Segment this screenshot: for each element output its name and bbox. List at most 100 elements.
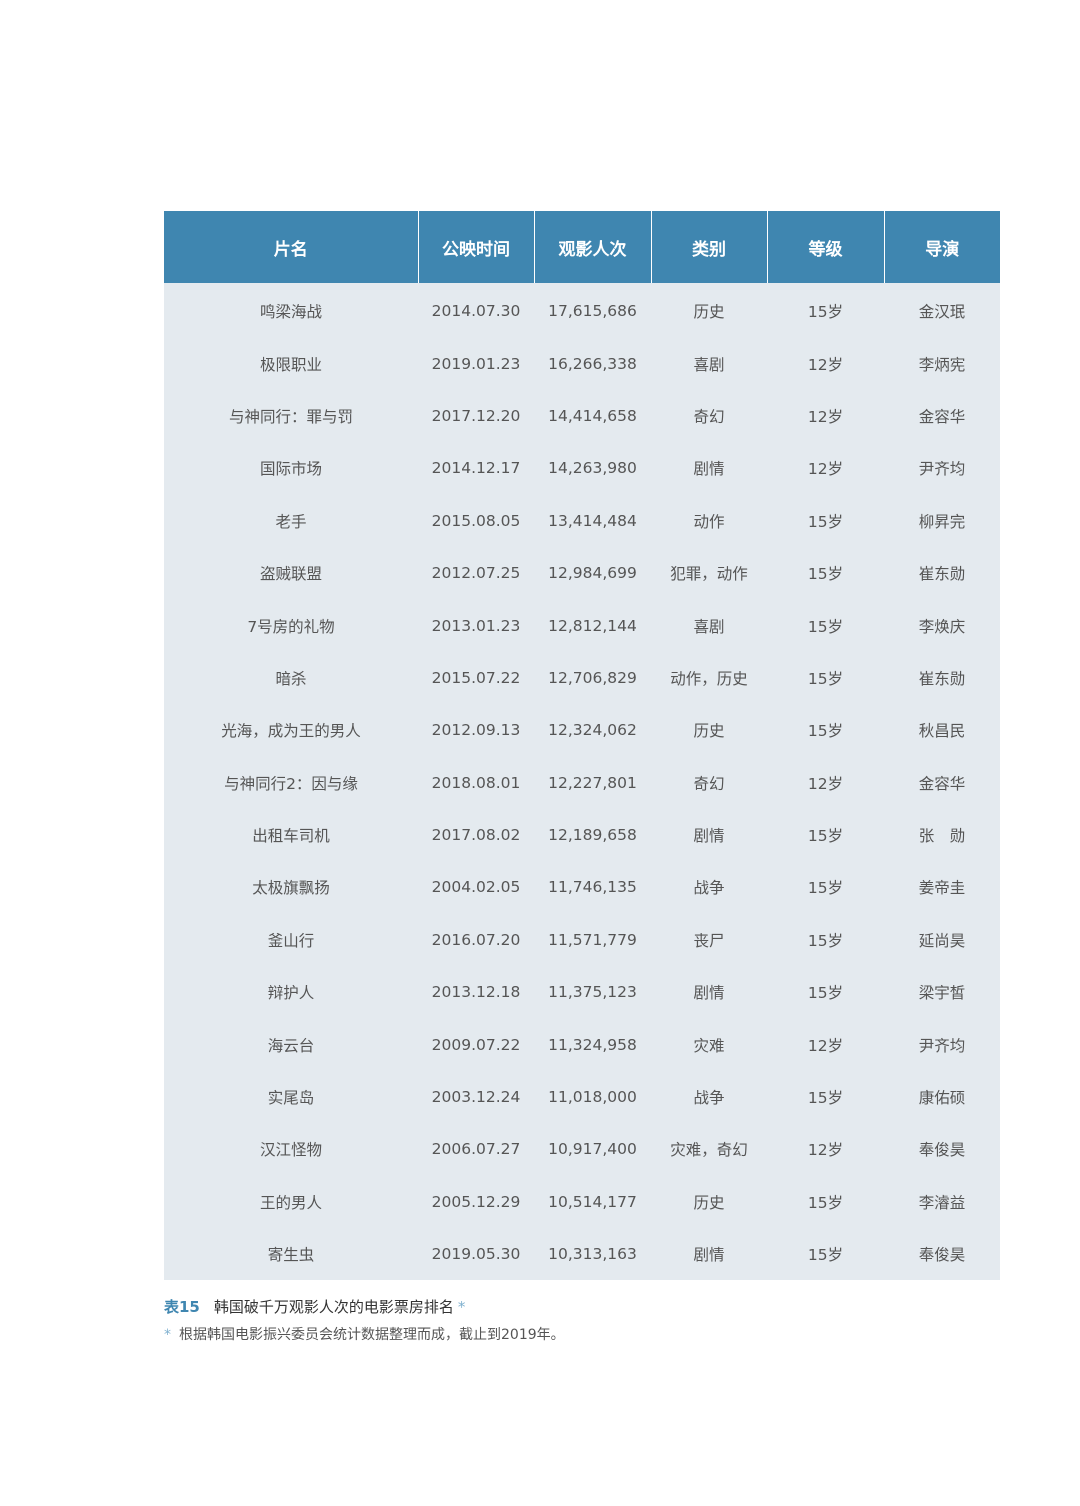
cell-release-date: 2016.07.20 — [431, 930, 521, 949]
table-row: 国际市场 2014.12.17 14,263,980 剧情 12岁 尹齐均 — [164, 442, 1000, 494]
caption-footnote-marker: * — [457, 1298, 466, 1316]
cell-release-date: 2018.08.01 — [431, 773, 521, 792]
cell-release-date: 2006.07.27 — [431, 1140, 521, 1159]
caption-title: 韩国破千万观影人次的电影票房排名 — [213, 1298, 454, 1316]
table-caption: 表15 韩国破千万观影人次的电影票房排名 * — [164, 1296, 465, 1317]
cell-admissions: 12,984,699 — [548, 564, 637, 583]
cell-director: 金容华 — [918, 774, 966, 793]
cell-genre: 丧尸 — [693, 931, 725, 950]
cell-title: 暗杀 — [275, 669, 307, 688]
table-row: 鸣梁海战 2014.07.30 17,615,686 历史 15岁 金汉珉 — [164, 283, 1000, 337]
cell-release-date: 2015.07.22 — [431, 668, 521, 687]
cell-director: 崔东勋 — [918, 669, 966, 688]
cell-rating: 15岁 — [807, 1193, 844, 1212]
cell-genre: 剧情 — [693, 827, 725, 846]
cell-rating: 15岁 — [807, 1246, 844, 1265]
cell-rating: 12岁 — [807, 460, 844, 479]
cell-title: 老手 — [275, 512, 307, 531]
cell-director: 柳昇完 — [918, 512, 966, 531]
cell-release-date: 2015.08.05 — [431, 511, 521, 530]
cell-admissions: 12,812,144 — [548, 616, 637, 635]
cell-genre: 犯罪，动作 — [670, 565, 748, 584]
cell-rating: 12岁 — [807, 774, 844, 793]
header-title: 片名 — [164, 211, 418, 283]
cell-release-date: 2004.02.05 — [431, 878, 521, 897]
cell-rating: 15岁 — [807, 669, 844, 688]
footnote: * 根据韩国电影振兴委员会统计数据整理而成，截止到2019年。 — [164, 1324, 565, 1344]
cell-genre: 剧情 — [693, 1246, 725, 1265]
cell-release-date: 2013.01.23 — [431, 616, 521, 635]
cell-release-date: 2012.07.25 — [431, 564, 521, 583]
header-release-date: 公映时间 — [417, 211, 534, 283]
table-row: 老手 2015.08.05 13,414,484 动作 15岁 柳昇完 — [164, 495, 1000, 547]
cell-title: 鸣梁海战 — [259, 303, 322, 322]
cell-title: 国际市场 — [259, 460, 322, 479]
cell-rating: 15岁 — [807, 617, 844, 636]
cell-title: 与神同行：罪与罚 — [228, 407, 353, 426]
cell-admissions: 13,414,484 — [548, 511, 637, 530]
table-body: 鸣梁海战 2014.07.30 17,615,686 历史 15岁 金汉珉 极限职业 2019… — [164, 283, 1000, 1280]
cell-title: 盗贼联盟 — [259, 565, 322, 584]
cell-rating: 12岁 — [807, 355, 844, 374]
cell-admissions: 12,706,829 — [548, 668, 637, 687]
cell-admissions: 10,514,177 — [548, 1192, 637, 1211]
cell-genre: 剧情 — [693, 460, 725, 479]
cell-director: 姜帝圭 — [918, 879, 966, 898]
table-row: 7号房的礼物 2013.01.23 12,812,144 喜剧 15岁 李焕庆 — [164, 599, 1000, 651]
cell-title: 出租车司机 — [252, 827, 330, 846]
cell-title: 釜山行 — [267, 931, 315, 950]
cell-admissions: 12,189,658 — [548, 826, 637, 845]
cell-title: 极限职业 — [259, 355, 322, 374]
cell-rating: 15岁 — [807, 303, 844, 322]
cell-director: 李濬益 — [918, 1193, 966, 1212]
cell-genre: 奇幻 — [693, 774, 725, 793]
table-row: 汉江怪物 2006.07.27 10,917,400 灾难，奇幻 12岁 奉俊昊 — [164, 1123, 1000, 1175]
cell-title: 7号房的礼物 — [247, 617, 335, 636]
cell-rating: 15岁 — [807, 931, 844, 950]
cell-director: 延尚昊 — [918, 931, 966, 950]
cell-release-date: 2019.05.30 — [431, 1245, 521, 1264]
cell-rating: 15岁 — [807, 879, 844, 898]
header-admissions: 观影人次 — [533, 211, 651, 283]
cell-admissions: 16,266,338 — [548, 354, 637, 373]
cell-director: 金汉珉 — [918, 303, 966, 322]
cell-genre: 动作 — [693, 512, 725, 531]
cell-release-date: 2014.12.17 — [431, 459, 521, 478]
footnote-marker: * — [164, 1327, 171, 1343]
table-row: 辩护人 2013.12.18 11,375,123 剧情 15岁 梁宇皙 — [164, 966, 1000, 1018]
cell-admissions: 10,313,163 — [548, 1245, 637, 1264]
cell-genre: 动作，历史 — [670, 669, 748, 688]
table-header-row: 片名 公映时间 观影人次 类别 等级 导演 — [164, 211, 1000, 283]
cell-director: 奉俊昊 — [918, 1246, 966, 1265]
cell-genre: 历史 — [693, 722, 725, 741]
table-row: 出租车司机 2017.08.02 12,189,658 剧情 15岁 张 勋 — [164, 809, 1000, 861]
cell-rating: 15岁 — [807, 984, 844, 1003]
cell-director: 崔东勋 — [918, 565, 966, 584]
cell-director: 秋昌民 — [918, 722, 966, 741]
cell-title: 寄生虫 — [267, 1246, 315, 1265]
table-row: 海云台 2009.07.22 11,324,958 灾难 12岁 尹齐均 — [164, 1018, 1000, 1070]
cell-release-date: 2017.08.02 — [431, 826, 521, 845]
cell-rating: 15岁 — [807, 565, 844, 584]
cell-release-date: 2013.12.18 — [431, 983, 521, 1002]
cell-genre: 历史 — [693, 1193, 725, 1212]
cell-admissions: 12,227,801 — [548, 773, 637, 792]
table-row: 盗贼联盟 2012.07.25 12,984,699 犯罪，动作 15岁 崔东勋 — [164, 547, 1000, 599]
cell-director: 李焕庆 — [918, 617, 966, 636]
cell-title: 实尾岛 — [267, 1089, 315, 1108]
cell-rating: 15岁 — [807, 722, 844, 741]
cell-title: 海云台 — [267, 1036, 315, 1055]
cell-genre: 喜剧 — [693, 617, 725, 636]
cell-admissions: 11,324,958 — [548, 1035, 637, 1054]
cell-director: 尹齐均 — [918, 460, 966, 479]
cell-director: 康佑硕 — [918, 1089, 966, 1108]
cell-genre: 战争 — [693, 1089, 725, 1108]
cell-title: 汉江怪物 — [259, 1141, 322, 1160]
cell-admissions: 11,746,135 — [548, 878, 637, 897]
cell-admissions: 12,324,062 — [548, 721, 637, 740]
table-row: 极限职业 2019.01.23 16,266,338 喜剧 12岁 李炳宪 — [164, 337, 1000, 389]
caption-number: 表15 — [164, 1298, 200, 1316]
table-row: 与神同行：罪与罚 2017.12.20 14,414,658 奇幻 12岁 金容华 — [164, 390, 1000, 442]
cell-admissions: 11,571,779 — [548, 930, 637, 949]
table-row: 太极旗飘扬 2004.02.05 11,746,135 战争 15岁 姜帝圭 — [164, 861, 1000, 913]
